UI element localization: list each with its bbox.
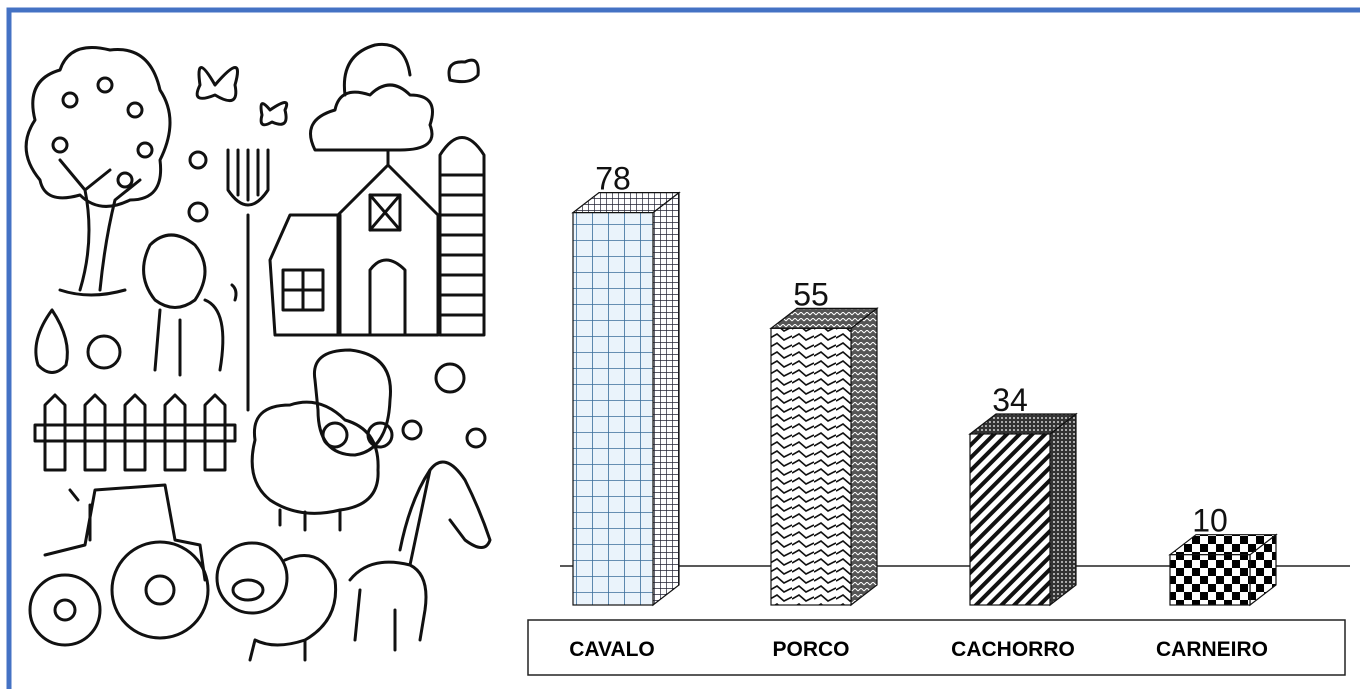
bar	[573, 193, 679, 605]
bar-front	[1170, 555, 1250, 605]
page: 78 55 34 10 CAVALO PORCO CACHORRO CARNEIRO	[0, 0, 1360, 689]
category-label: CACHORRO	[951, 638, 1075, 661]
frame	[9, 10, 1360, 689]
bar-front	[771, 328, 851, 605]
bar-side	[1050, 414, 1076, 605]
category-label: CARNEIRO	[1156, 638, 1268, 661]
bar-front	[970, 434, 1050, 605]
bar	[771, 308, 877, 605]
value-label: 78	[595, 161, 631, 197]
bar-front	[573, 213, 653, 605]
bar	[1170, 535, 1276, 605]
value-label: 10	[1192, 503, 1228, 539]
category-label: PORCO	[772, 638, 849, 661]
bar-side	[851, 308, 877, 605]
bar	[970, 414, 1076, 605]
value-label: 34	[992, 382, 1028, 418]
category-label: CAVALO	[569, 638, 655, 661]
value-label: 55	[793, 276, 829, 312]
farm-illustration	[26, 44, 490, 660]
bar-side	[653, 193, 679, 605]
bars: 78 55 34 10	[573, 161, 1276, 605]
